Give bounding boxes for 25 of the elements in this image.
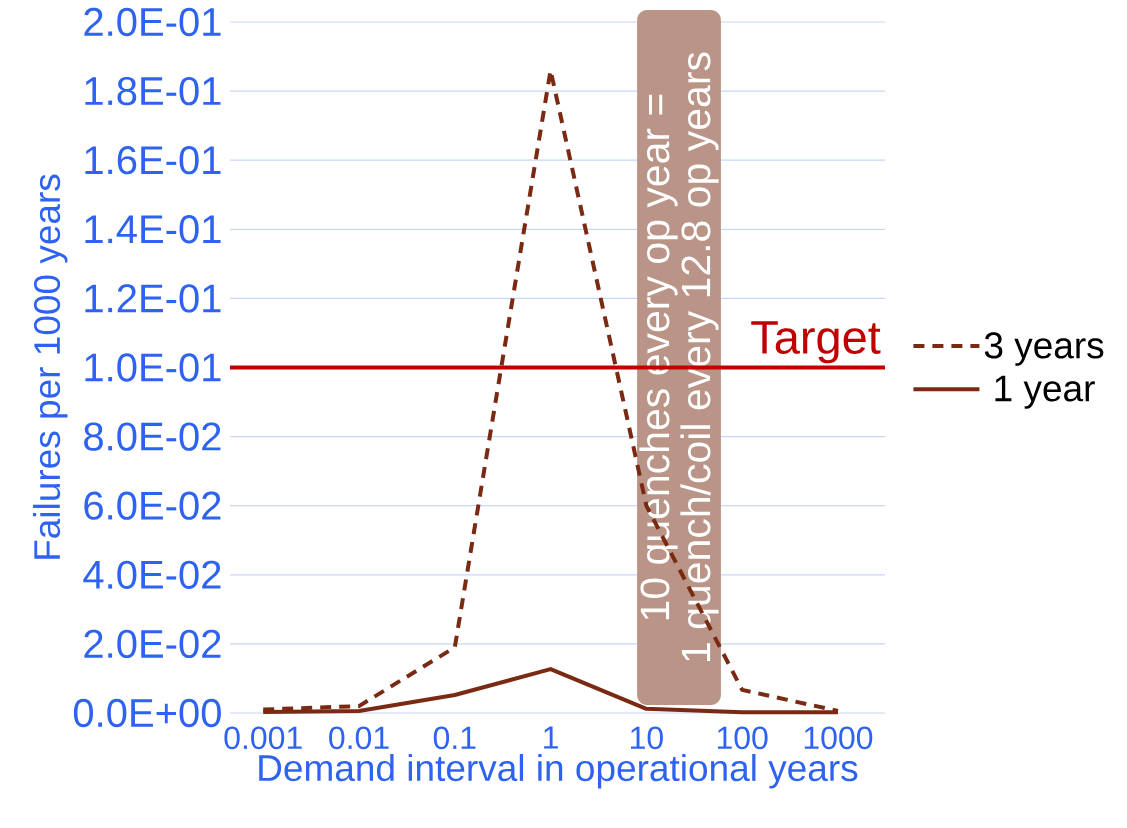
y-tick-label: 6.0E-02 [84, 491, 221, 520]
y-tick-label: 2.0E-02 [84, 629, 221, 659]
y-tick-label: 8.0E-02 [84, 422, 221, 451]
x-tick-label: 10 [631, 726, 663, 750]
x-tick-label: 0.1 [433, 726, 476, 750]
ref-line-label: Target [751, 321, 881, 364]
y-tick-label: 1.0E-01 [85, 353, 221, 382]
legend-label: 1 year [995, 375, 1095, 409]
x-tick-label: 0.001 [224, 726, 302, 750]
y-tick-label: 0.0E+00 [73, 698, 221, 728]
y-tick-label: 1.6E-01 [85, 146, 221, 175]
annotation: 1 quench/coil every 12.8 op years [680, 52, 719, 661]
x-axis-title: Demand interval in operational years [259, 754, 858, 789]
y-axis-title: Failures per 1000 years [33, 174, 68, 559]
x-tick-label: 0.01 [329, 726, 389, 750]
y-tick-label: 2.0E-01 [84, 7, 221, 37]
y-tick-label: 1.2E-01 [85, 284, 221, 313]
y-tick-label: 1.4E-01 [85, 215, 221, 244]
x-tick-label: 1000 [804, 726, 873, 750]
y-tick-label: 4.0E-02 [83, 560, 221, 589]
annotation: 10 quenches every op year = [639, 94, 678, 620]
y-tick-label: 1.8E-01 [85, 76, 221, 106]
x-tick-label: 100 [717, 726, 768, 750]
x-tick-label: 1 [544, 726, 558, 749]
legend-label: 3 years [984, 332, 1104, 366]
